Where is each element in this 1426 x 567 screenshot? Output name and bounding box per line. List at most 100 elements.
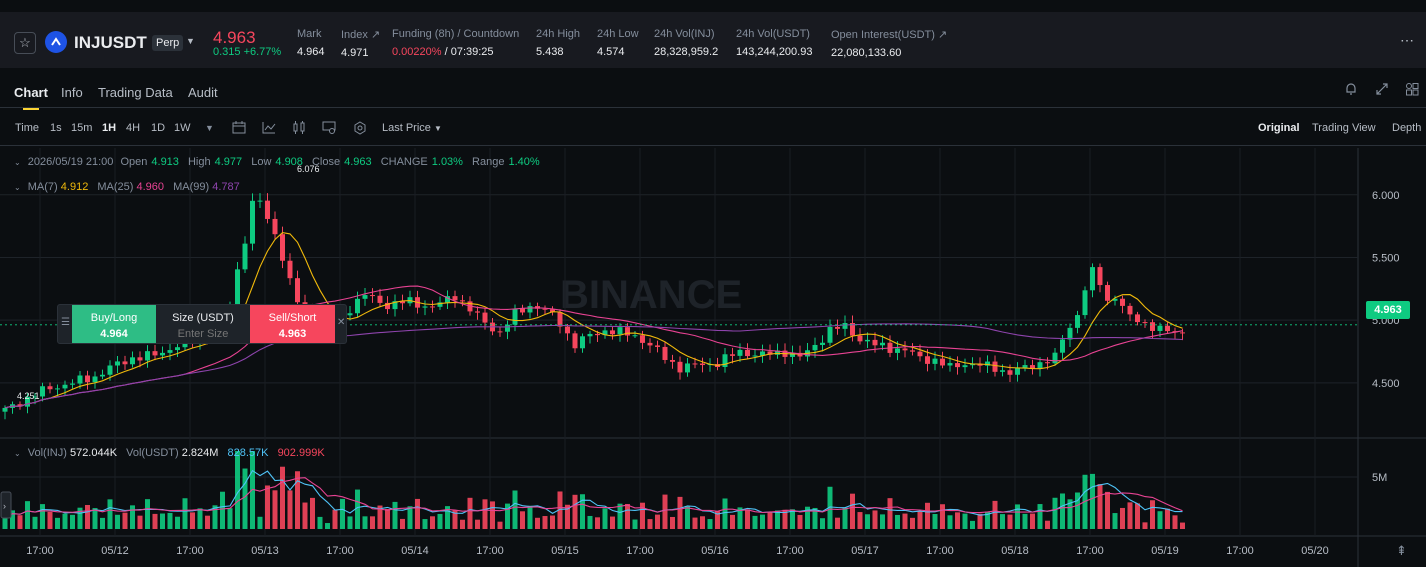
volume-bar xyxy=(610,516,615,529)
candle-body xyxy=(362,295,368,299)
stat-open-interest[interactable]: Open Interest(USDT) ↗ 22,080,133.60 xyxy=(831,28,947,59)
size-field: Size (USDT) xyxy=(156,305,250,343)
symbol-name[interactable]: INJUSDT xyxy=(74,33,147,52)
stat-index[interactable]: Index ↗ 4.971 xyxy=(341,28,380,59)
candle-body xyxy=(1165,325,1170,332)
candle-type-icon[interactable] xyxy=(292,121,306,137)
volume-bar xyxy=(220,491,225,529)
size-input[interactable] xyxy=(163,328,243,340)
volume-bar xyxy=(265,485,270,529)
volume-bar xyxy=(332,509,338,529)
bell-icon[interactable] xyxy=(1344,82,1358,99)
stat-label: 24h High xyxy=(536,28,581,40)
chevron-down-icon[interactable]: ⌄ xyxy=(14,449,21,458)
tab-chart[interactable]: Chart xyxy=(14,85,48,110)
candle-body xyxy=(505,324,510,332)
indicator-chart-icon[interactable] xyxy=(262,121,276,137)
candle-body xyxy=(940,358,945,366)
tab-trading-data[interactable]: Trading Data xyxy=(98,85,173,100)
chart-settings-icon[interactable] xyxy=(322,121,336,137)
volume-bar xyxy=(437,513,443,529)
close-icon[interactable]: ✕ xyxy=(337,317,346,328)
calendar-icon[interactable] xyxy=(232,121,246,137)
candle-body xyxy=(1015,367,1020,375)
candle-body xyxy=(355,298,360,314)
candle-body xyxy=(925,356,930,364)
volume-bar xyxy=(1090,473,1095,529)
stat-funding: Funding (8h) / Countdown 0.00220% / 07:3… xyxy=(392,28,519,58)
tab-info[interactable]: Info xyxy=(61,85,83,100)
interval-dropdown-icon[interactable]: ▼ xyxy=(205,123,214,133)
axis-adjust-icon[interactable]: ⇞ xyxy=(1396,543,1407,558)
current-price-badge: 4.963 xyxy=(1366,301,1410,319)
interval-1w[interactable]: 1W xyxy=(174,122,191,134)
buy-long-button[interactable]: Buy/Long 4.964 xyxy=(72,305,156,343)
tab-audit[interactable]: Audit xyxy=(188,85,218,100)
chevron-down-icon[interactable]: ⌄ xyxy=(14,183,21,192)
more-options-icon[interactable]: ⋯ xyxy=(1400,32,1414,48)
interval-1h[interactable]: 1H xyxy=(102,122,117,134)
interval-time[interactable]: Time xyxy=(15,122,40,134)
volume-bar xyxy=(1000,514,1005,529)
display-settings-icon[interactable] xyxy=(353,121,367,138)
ohlc-close: 4.963 xyxy=(344,156,372,168)
volume-bar xyxy=(115,514,120,529)
interval-15m[interactable]: 15m xyxy=(71,122,93,134)
ticker-bar: ☆ INJUSDT Perp ▼ 4.963 0.315 +6.77% Mark… xyxy=(0,12,1426,68)
drag-handle-icon[interactable]: ☰ xyxy=(61,317,70,328)
volume-bar xyxy=(1067,499,1073,529)
vol-usdt-value: 2.824M xyxy=(181,447,219,459)
panel-expand-handle[interactable] xyxy=(0,491,12,519)
interval-1s[interactable]: 1s xyxy=(50,122,62,134)
candle-body xyxy=(797,352,803,357)
chart-area[interactable]: 6.000 5.500 5.000 4.500 5M BINANCE 17:00 05/12 1… xyxy=(0,148,1426,567)
interval-4h[interactable]: 4H xyxy=(126,122,141,134)
favorite-star-icon[interactable]: ☆ xyxy=(14,32,36,54)
candle-body xyxy=(167,350,173,353)
candle-body xyxy=(100,374,105,377)
view-trading-view[interactable]: Trading View xyxy=(1312,122,1376,134)
volume-bar xyxy=(677,496,683,529)
view-original[interactable]: Original xyxy=(1258,122,1300,134)
volume-bar xyxy=(392,501,398,529)
buy-label: Buy/Long xyxy=(90,312,138,324)
ma99-line xyxy=(4,323,1183,409)
candle-body xyxy=(137,357,143,361)
chevron-down-icon[interactable]: ▼ xyxy=(186,36,195,46)
chevron-down-icon[interactable]: ⌄ xyxy=(14,158,21,167)
sell-price: 4.963 xyxy=(278,328,307,340)
volume-bar xyxy=(1007,514,1013,529)
volume-bar xyxy=(640,502,645,529)
volume-bar xyxy=(707,519,713,529)
layout-grid-icon[interactable] xyxy=(1405,82,1419,99)
volume-bar xyxy=(235,451,240,529)
candle-body xyxy=(160,352,165,356)
candle-body xyxy=(850,323,855,336)
ohlc-range-label: Range xyxy=(472,156,505,168)
candle-body xyxy=(430,306,435,308)
volume-bar xyxy=(692,517,698,529)
price-type-select[interactable]: Last Price ▼ xyxy=(382,122,442,134)
vol-ma2-value: 902.999K xyxy=(277,447,325,459)
stat-24h-low: 24h Low 4.574 xyxy=(597,28,639,58)
volume-bar xyxy=(415,498,420,529)
candle-body xyxy=(1180,332,1185,334)
volume-bar xyxy=(587,515,593,529)
volume-bar xyxy=(310,497,315,529)
volume-bar xyxy=(655,514,660,529)
candle-body xyxy=(670,359,675,362)
candle-body xyxy=(1030,365,1035,369)
sell-short-button[interactable]: Sell/Short 4.963 xyxy=(250,305,335,343)
ohlc-close-label: Close xyxy=(311,156,341,168)
ma7-label: MA(7) xyxy=(27,181,58,193)
interval-1d[interactable]: 1D xyxy=(151,122,166,134)
candle-body xyxy=(265,200,270,219)
time-tick-label: 17:00 xyxy=(776,545,804,557)
volume-bar xyxy=(715,511,720,529)
candle-body xyxy=(812,344,818,351)
view-depth[interactable]: Depth xyxy=(1392,122,1422,134)
volume-bar xyxy=(295,471,300,529)
chevron-right-icon[interactable]: › xyxy=(3,501,6,511)
fullscreen-icon[interactable] xyxy=(1375,82,1389,99)
